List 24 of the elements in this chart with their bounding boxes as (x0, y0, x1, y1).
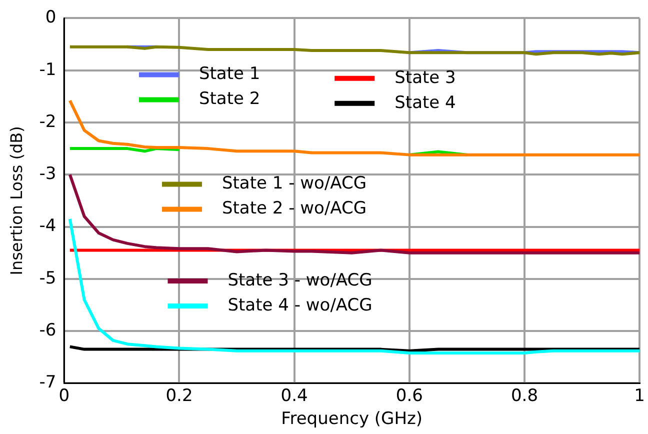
legend-label: State 1 (198, 64, 260, 84)
x-tick-label: 0 (58, 386, 70, 406)
x-tick-label: 0.6 (396, 386, 423, 406)
x-tick-label: 1 (634, 386, 646, 406)
y-tick-label: -3 (39, 164, 56, 184)
y-tick-label: -4 (39, 216, 56, 236)
y-axis-title: Insertion Loss (dB) (6, 126, 26, 276)
legend-label: State 3 - wo/ACG (228, 270, 372, 290)
legend-label: State 4 (394, 92, 456, 113)
legend-label: State 1 - wo/ACG (222, 174, 367, 194)
legend-label: State 2 (198, 89, 260, 110)
y-tick-label: -1 (39, 60, 56, 80)
y-tick-label: -5 (39, 268, 56, 288)
y-tick-label: -2 (39, 112, 56, 132)
y-tick-label: -7 (39, 372, 56, 393)
y-tick-label: -6 (39, 320, 56, 340)
x-tick-label: 0.4 (280, 386, 308, 406)
legend-label: State 3 (394, 68, 456, 88)
x-tick-label: 0.2 (166, 386, 193, 406)
legend-label: State 4 - wo/ACG (228, 295, 372, 316)
legend-label: State 2 - wo/ACG (222, 198, 367, 219)
x-tick-label: 0.8 (510, 386, 538, 406)
y-tick-label: 0 (45, 8, 56, 28)
x-axis-title: Frequency (GHz) (281, 409, 423, 430)
